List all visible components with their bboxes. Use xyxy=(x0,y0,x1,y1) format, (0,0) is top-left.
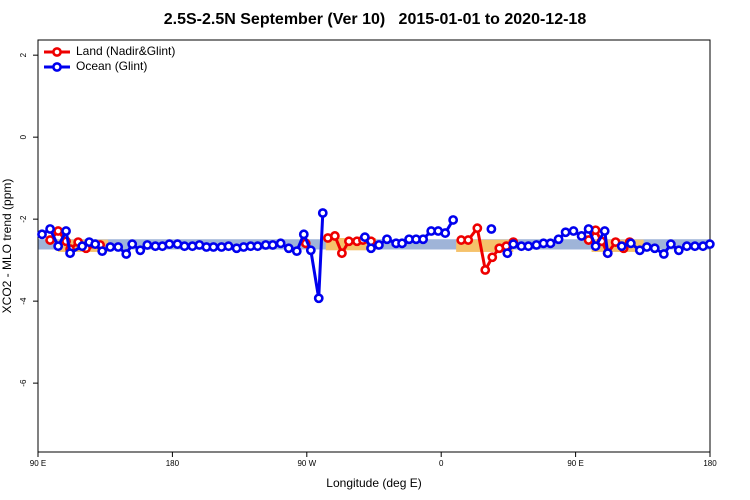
point xyxy=(45,224,55,234)
legend-marker xyxy=(52,47,62,57)
point xyxy=(105,242,116,252)
x-tick-label: 90 W xyxy=(297,459,316,468)
legend-label: Land (Nadir&Glint) xyxy=(76,44,175,58)
point xyxy=(291,246,302,257)
point xyxy=(53,241,64,252)
point xyxy=(641,242,652,252)
point xyxy=(121,249,132,259)
point xyxy=(252,241,263,252)
y-tick-label: -2 xyxy=(19,215,28,223)
y-tick-label: -4 xyxy=(19,297,28,305)
point xyxy=(61,226,71,236)
point xyxy=(223,241,234,252)
point xyxy=(448,215,459,225)
point xyxy=(508,239,519,250)
point xyxy=(77,241,88,252)
point xyxy=(463,235,474,245)
point xyxy=(127,239,138,250)
point xyxy=(374,240,384,250)
point xyxy=(142,240,153,250)
point xyxy=(590,241,601,252)
x-tick-label: 90 E xyxy=(567,459,583,468)
point xyxy=(649,243,660,254)
point xyxy=(472,223,483,234)
point xyxy=(523,241,534,252)
point xyxy=(283,243,294,254)
point xyxy=(673,245,684,256)
point xyxy=(502,248,513,259)
point xyxy=(602,248,613,259)
x-tick-label: 180 xyxy=(166,459,180,468)
legend-marker xyxy=(52,62,62,72)
point xyxy=(267,240,278,250)
point xyxy=(681,241,692,252)
x-tick-label: 180 xyxy=(703,459,717,468)
point xyxy=(568,226,579,236)
point xyxy=(37,229,47,240)
point xyxy=(113,242,124,252)
point xyxy=(418,234,429,245)
point xyxy=(164,239,175,250)
point xyxy=(329,231,340,241)
point xyxy=(97,246,108,257)
legend-label: Ocean (Glint) xyxy=(76,59,147,73)
point xyxy=(658,249,669,259)
point xyxy=(616,241,627,252)
y-tick-label: 0 xyxy=(19,134,28,139)
point xyxy=(553,234,564,245)
point xyxy=(576,231,587,241)
point xyxy=(704,239,715,250)
x-axis-label: Longitude (deg E) xyxy=(326,476,421,490)
point xyxy=(313,293,324,304)
point xyxy=(366,243,376,254)
point xyxy=(560,227,571,238)
y-tick-label: -6 xyxy=(19,379,28,387)
point xyxy=(583,224,594,234)
point xyxy=(305,245,316,256)
point xyxy=(53,226,64,236)
point xyxy=(487,252,498,263)
x-tick-label: 0 xyxy=(439,459,444,468)
point xyxy=(179,241,190,252)
point xyxy=(397,238,407,249)
point xyxy=(599,226,610,236)
point xyxy=(65,248,76,259)
point xyxy=(625,238,636,249)
point xyxy=(480,265,491,275)
point xyxy=(135,245,146,256)
point xyxy=(275,238,286,249)
x-tick-label: 90 E xyxy=(30,459,46,468)
point xyxy=(690,241,700,252)
point xyxy=(359,232,370,243)
y-axis-label: XCO2 - MLO trend (ppm) xyxy=(0,179,14,314)
y-tick-label: 2 xyxy=(19,52,28,57)
point xyxy=(382,234,392,245)
point xyxy=(344,236,354,247)
point xyxy=(336,248,347,259)
point xyxy=(486,224,497,234)
point xyxy=(665,239,676,250)
point xyxy=(90,239,101,250)
point xyxy=(440,228,451,238)
point xyxy=(208,242,219,252)
chart-title: 2.5S-2.5N September (Ver 10) 2015-01-01 … xyxy=(164,11,587,28)
point xyxy=(298,229,309,240)
point xyxy=(545,238,556,249)
point xyxy=(317,208,328,218)
